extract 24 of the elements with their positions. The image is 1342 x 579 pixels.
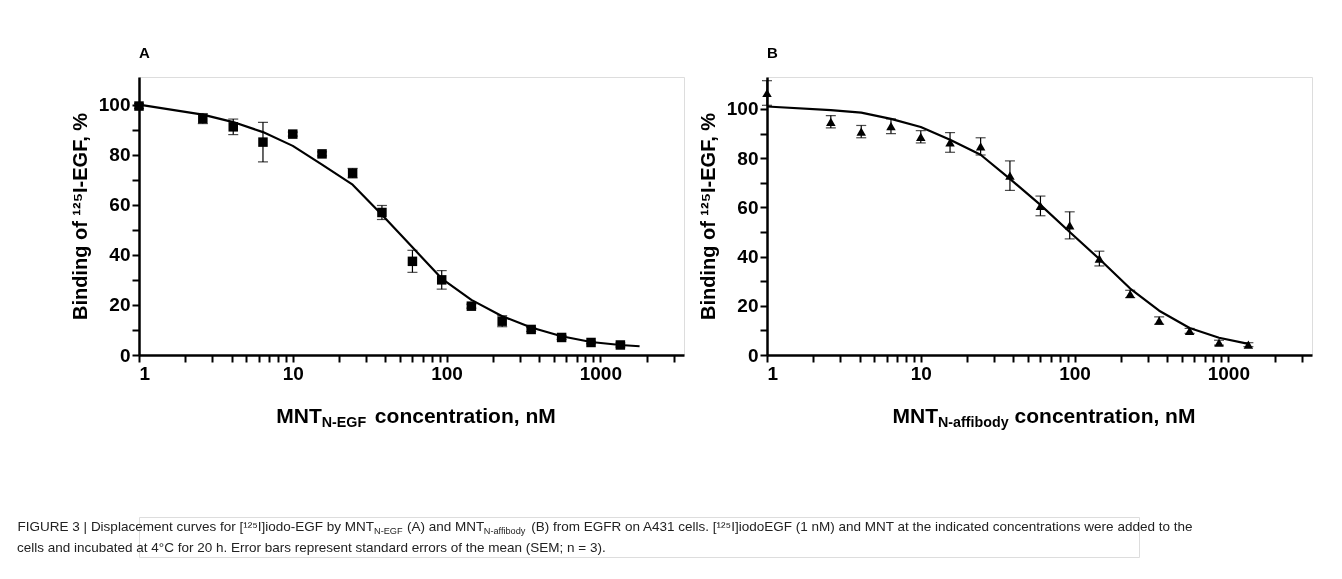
x-tick-label: 10	[282, 362, 304, 384]
y-tick-label: 80	[737, 147, 759, 169]
y-tick-label: 20	[737, 295, 759, 317]
x-tick-label: 1000	[1207, 362, 1250, 384]
x-tick-label: 100	[1059, 362, 1091, 384]
y-tick-label: 100	[726, 98, 759, 120]
y-tick-label: 60	[737, 196, 759, 218]
y-tick-label: 20	[109, 294, 131, 316]
x-tick-label: 10	[910, 362, 932, 384]
y-tick-label: 0	[119, 344, 131, 366]
y-tick-label: 100	[98, 94, 131, 116]
y-tick-label: 60	[109, 194, 131, 216]
y-axis-title: Binding of ¹²⁵I-EGF, %	[68, 112, 91, 321]
chart-title: A	[139, 44, 150, 61]
x-tick-label: 1	[139, 362, 151, 384]
x-tick-label: 100	[431, 362, 463, 384]
y-tick-label: 40	[737, 246, 759, 268]
y-tick-label: 80	[109, 144, 131, 166]
x-tick-label: 1000	[579, 362, 622, 384]
y-tick-label: 0	[747, 344, 759, 366]
y-tick-label: 40	[109, 244, 131, 266]
chart-title: B	[767, 44, 778, 61]
x-tick-label: 1	[767, 362, 779, 384]
y-axis-title: Binding of ¹²⁵I-EGF, %	[696, 112, 719, 321]
